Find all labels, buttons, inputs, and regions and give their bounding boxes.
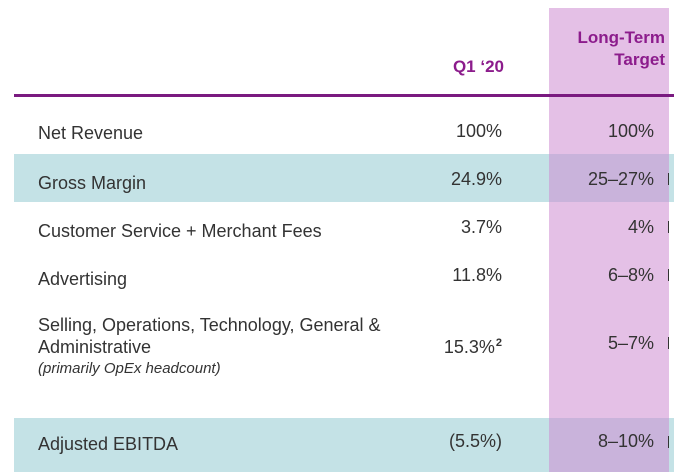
row-value-q1-sotga: 15.3%2 <box>444 332 502 358</box>
row-sublabel-sotga: (primarily OpEx headcount) <box>38 360 221 377</box>
row-label-adjusted-ebitda: Adjusted EBITDA <box>38 434 179 454</box>
row-value-q1-net-revenue: 100% <box>455 121 502 141</box>
row-value-target-gross-margin: 25–27% <box>587 169 654 189</box>
row-tick <box>668 269 669 281</box>
row-label-sotga-line1: Selling, Operations, Technology, General… <box>38 315 381 335</box>
row-value-target-adjusted-ebitda: 8–10% <box>597 431 654 451</box>
row-value-target-advertising: 6–8% <box>607 265 654 285</box>
row-value-q1-customer-service-merchant-fees: 3.7% <box>460 217 502 237</box>
row-value-target-net-revenue: 100% <box>607 121 654 141</box>
row-value-q1-adjusted-ebitda: (5.5%) <box>448 431 502 451</box>
row-value-q1-advertising: 11.8% <box>452 265 502 285</box>
row-tick <box>668 337 669 349</box>
row-tick <box>668 436 669 448</box>
column-header-long-term-target: Long-Term Target <box>577 27 665 71</box>
header-target-line1: Long-Term <box>577 28 665 47</box>
row-value-target-customer-service-merchant-fees: 4% <box>627 217 654 237</box>
row-value-q1-gross-margin: 24.9% <box>450 169 502 189</box>
column-header-q1: Q1 ‘20 <box>452 57 504 76</box>
header-target-line2: Target <box>614 50 665 69</box>
row-tick <box>668 221 669 233</box>
header-divider <box>14 94 674 97</box>
row-label-net-revenue: Net Revenue <box>38 123 144 143</box>
row-value-q1-sotga-number: 15.3% <box>443 337 495 357</box>
row-tick <box>668 173 669 185</box>
footnote-marker: 2 <box>495 337 502 349</box>
long-term-target-column <box>549 8 669 472</box>
row-label-customer-service-merchant-fees: Customer Service + Merchant Fees <box>38 221 322 241</box>
row-label-advertising: Advertising <box>38 269 128 289</box>
row-label-gross-margin: Gross Margin <box>38 173 147 193</box>
row-value-target-sotga: 5–7% <box>607 333 654 353</box>
row-label-sotga-line2: Administrative <box>38 337 152 357</box>
